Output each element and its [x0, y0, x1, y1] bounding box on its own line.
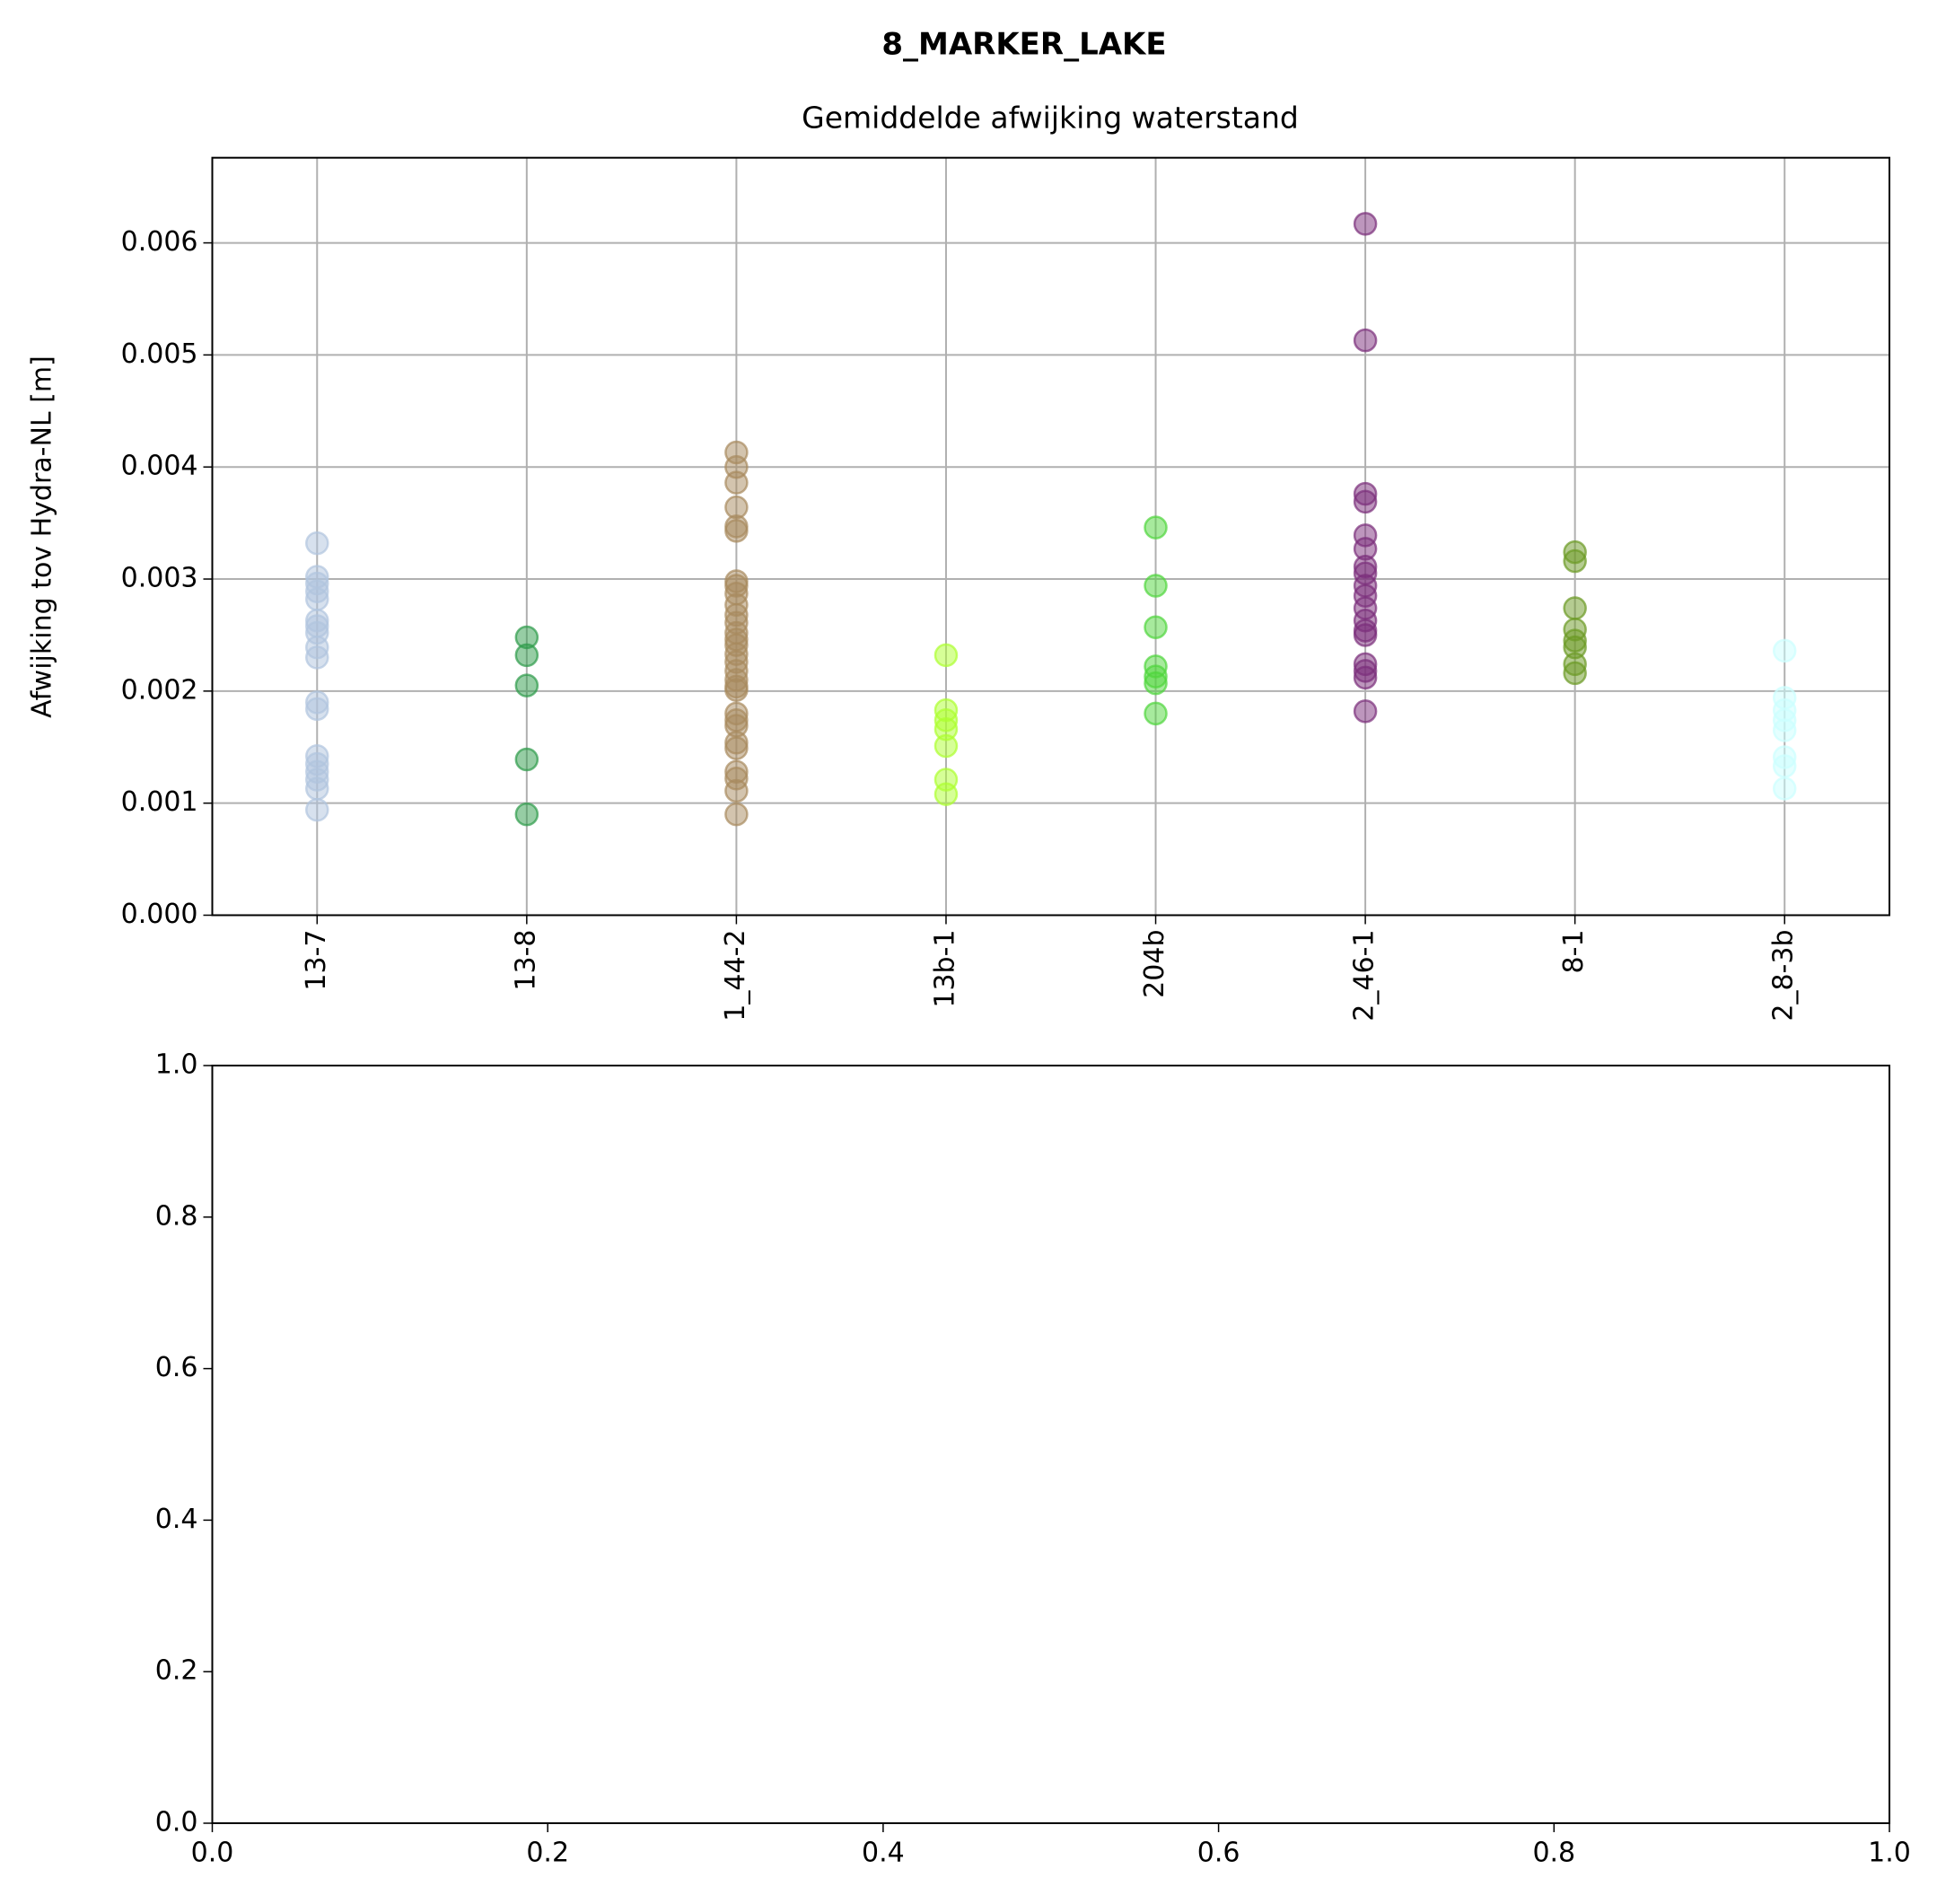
y-tick-label: 0.000 — [121, 899, 198, 930]
point — [933, 733, 959, 759]
point — [1144, 574, 1168, 598]
point — [1144, 515, 1168, 540]
point — [1772, 754, 1797, 778]
point — [1772, 638, 1797, 663]
x-tick-label: 2_46-1 — [1349, 930, 1380, 1022]
y-tick-label: 0.003 — [121, 563, 198, 594]
point — [305, 697, 329, 722]
y-tick-label: 1.0 — [155, 1049, 198, 1081]
point — [1563, 596, 1587, 620]
point — [514, 643, 539, 668]
point — [1772, 718, 1797, 742]
point — [724, 470, 749, 495]
x-tick-label: 13b-1 — [929, 930, 960, 1008]
point — [305, 797, 329, 822]
point — [305, 645, 329, 670]
point — [305, 777, 329, 801]
point — [1144, 671, 1168, 696]
point — [514, 747, 539, 772]
y-tick-label: 0.8 — [155, 1200, 198, 1232]
x-tick-label: 0.0 — [191, 1838, 234, 1869]
point — [1144, 615, 1168, 639]
y-tick-label: 0.6 — [155, 1352, 198, 1383]
x-tick-label: 13-7 — [301, 930, 332, 991]
y-tick-label: 0.002 — [121, 674, 198, 706]
y-tick-label: 0.2 — [155, 1655, 198, 1687]
point — [1353, 212, 1378, 236]
plot-frame — [211, 156, 1890, 917]
y-tick-label: 0.4 — [155, 1504, 198, 1535]
x-tick-label: 2_8-3b — [1768, 930, 1800, 1022]
point — [1353, 489, 1378, 514]
y-tick-label: 0.006 — [121, 226, 198, 258]
x-tick-label: 1.0 — [1868, 1838, 1911, 1869]
point — [1563, 661, 1587, 686]
point — [1353, 699, 1378, 724]
x-tick-label: 13-8 — [510, 930, 541, 991]
point — [724, 736, 749, 760]
x-tick-label: 0.2 — [526, 1838, 569, 1869]
chart-title: Gemiddelde afwijking waterstand — [802, 101, 1299, 136]
y-axis-label: Afwijking tov Hydra-NL [m] — [27, 355, 58, 718]
point — [514, 673, 539, 698]
point — [514, 802, 539, 827]
x-tick-label: 204b — [1139, 930, 1170, 998]
point — [1353, 665, 1378, 690]
y-tick-label: 0.005 — [121, 338, 198, 370]
point — [1353, 328, 1378, 353]
point — [724, 519, 749, 543]
point — [933, 782, 959, 806]
point — [724, 802, 749, 827]
point — [305, 587, 329, 611]
point — [724, 778, 749, 803]
x-tick-label: 0.8 — [1532, 1838, 1575, 1869]
plot-area — [211, 1065, 1890, 1824]
point — [724, 678, 749, 702]
point — [1353, 623, 1378, 647]
y-tick-label: 0.0 — [155, 1807, 198, 1838]
x-tick-label: 0.4 — [862, 1838, 905, 1869]
y-tick-label: 0.001 — [121, 786, 198, 818]
figure-title: 8_MARKER_LAKE — [881, 27, 1166, 63]
point — [305, 531, 329, 556]
x-tick-label: 0.6 — [1197, 1838, 1240, 1869]
x-tick-label: 8-1 — [1558, 930, 1590, 974]
point — [933, 643, 959, 668]
x-tick-label: 1_44-2 — [720, 930, 751, 1022]
point — [1563, 548, 1587, 574]
y-tick-label: 0.004 — [121, 451, 198, 482]
point — [1144, 701, 1168, 726]
point — [1772, 777, 1797, 801]
